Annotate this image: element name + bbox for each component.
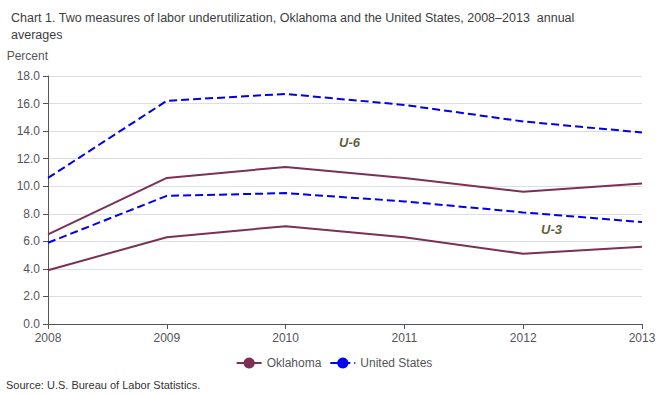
svg-text:0.0: 0.0: [23, 317, 40, 331]
svg-text:2008: 2008: [35, 331, 62, 345]
svg-text:2010: 2010: [272, 331, 299, 345]
svg-text:Oklahoma: Oklahoma: [267, 356, 322, 370]
svg-text:United States: United States: [360, 356, 432, 370]
svg-text:2011: 2011: [391, 331, 417, 345]
svg-text:2009: 2009: [153, 331, 180, 345]
svg-text:Chart 1. Two measures of labor: Chart 1. Two measures of labor underutil…: [11, 11, 574, 25]
svg-text:Source: U.S. Bureau of Labor S: Source: U.S. Bureau of Labor Statistics.: [6, 379, 200, 391]
svg-text:2012: 2012: [510, 331, 537, 345]
svg-text:6.0: 6.0: [23, 234, 40, 248]
svg-text:8.0: 8.0: [23, 207, 40, 221]
svg-text:2.0: 2.0: [23, 289, 40, 303]
svg-text:14.0: 14.0: [17, 124, 41, 138]
svg-text:16.0: 16.0: [17, 97, 41, 111]
svg-text:averages: averages: [11, 28, 62, 42]
svg-text:18.0: 18.0: [17, 69, 41, 83]
svg-text:Percent: Percent: [7, 49, 49, 63]
svg-text:2013: 2013: [629, 331, 656, 345]
svg-text:12.0: 12.0: [17, 152, 41, 166]
svg-text:4.0: 4.0: [23, 262, 40, 276]
svg-text:U-6: U-6: [339, 135, 361, 150]
svg-text:10.0: 10.0: [17, 179, 41, 193]
svg-text:U-3: U-3: [541, 222, 563, 237]
